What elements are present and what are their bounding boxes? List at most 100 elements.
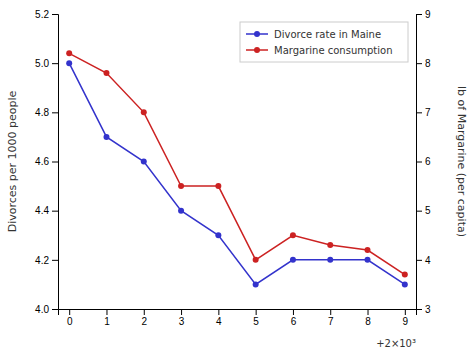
tick: 1 xyxy=(104,309,110,327)
chart: 0 1 2 3 4 5 6 7 8 9 4.0 4.2 4.4 4.6 4.8 5.0 5.2 3 4 5 6 7 8 9 Di… xyxy=(0,0,474,355)
point xyxy=(290,257,296,263)
tick: 5.0 xyxy=(35,58,58,69)
tick: 3 xyxy=(416,304,431,315)
point xyxy=(178,183,184,189)
annotation: +2×10³ xyxy=(376,338,416,349)
tick-label: 4.8 xyxy=(35,107,49,118)
point xyxy=(103,70,109,76)
legend-marker xyxy=(254,31,260,37)
tick-label: 9 xyxy=(425,9,431,20)
point xyxy=(141,109,147,115)
series-line xyxy=(69,53,405,274)
tick-label: 7 xyxy=(425,107,431,118)
tick-label: 4 xyxy=(425,255,431,266)
axis-line xyxy=(417,15,423,310)
tick-mark xyxy=(144,309,145,315)
y-axis-title: Divorces per 1000 people xyxy=(6,90,19,232)
point xyxy=(66,50,72,56)
tick: 2 xyxy=(141,309,147,327)
tick-mark xyxy=(405,309,406,315)
point xyxy=(365,247,371,253)
tick-label: 5.2 xyxy=(35,9,49,20)
tick-label: 3 xyxy=(179,316,185,327)
point xyxy=(327,257,333,263)
tick-label: 8 xyxy=(365,316,371,327)
tick-label: 4.2 xyxy=(35,255,49,266)
tick-label: 0 xyxy=(67,316,73,327)
tick-label: 5 xyxy=(253,316,259,327)
tick: 4 xyxy=(416,255,431,266)
tick-mark xyxy=(52,112,58,113)
tick: 8 xyxy=(365,309,371,327)
tick: 4.6 xyxy=(35,156,58,167)
tick-mark xyxy=(52,162,58,163)
tick-mark xyxy=(52,63,58,64)
point xyxy=(402,272,408,278)
legend-item: Margarine consumption xyxy=(246,45,392,56)
tick-mark xyxy=(106,309,107,315)
tick-label: 3 xyxy=(425,304,431,315)
tick: 3 xyxy=(179,309,185,327)
tick-mark xyxy=(181,309,182,315)
tick: 4 xyxy=(216,309,222,327)
point xyxy=(66,60,72,66)
point xyxy=(253,257,259,263)
y2-axis-title: lb of Margarine (per capita) xyxy=(455,86,468,237)
tick-mark xyxy=(416,63,422,64)
tick: 8 xyxy=(416,58,431,69)
tick-label: 8 xyxy=(425,58,431,69)
point xyxy=(178,208,184,214)
point xyxy=(253,281,259,287)
tick-mark xyxy=(218,309,219,315)
tick-mark xyxy=(52,260,58,261)
tick: 6 xyxy=(416,156,431,167)
tick: 5.2 xyxy=(35,9,58,20)
tick: 4.2 xyxy=(35,255,58,266)
axis-line xyxy=(59,310,417,316)
legend-marker xyxy=(254,47,260,53)
legend-frame xyxy=(240,22,408,62)
tick-label: 4.0 xyxy=(35,304,49,315)
point xyxy=(402,281,408,287)
tick: 4.4 xyxy=(35,205,58,216)
tick-mark xyxy=(52,309,58,310)
point xyxy=(290,232,296,238)
y2-axis: 3 4 5 6 7 8 9 xyxy=(416,9,431,315)
tick-mark xyxy=(416,309,422,310)
tick: 6 xyxy=(291,309,297,327)
tick-mark xyxy=(52,211,58,212)
tick: 5 xyxy=(253,309,259,327)
legend-label: Margarine consumption xyxy=(274,45,392,56)
tick: 4.8 xyxy=(35,107,58,118)
tick-label: 4.4 xyxy=(35,205,49,216)
tick: 7 xyxy=(416,107,431,118)
series-line xyxy=(69,63,405,284)
point xyxy=(327,242,333,248)
point xyxy=(103,134,109,140)
tick: 4.0 xyxy=(35,304,58,315)
tick-label: 5 xyxy=(425,205,431,216)
plot: 0 1 2 3 4 5 6 7 8 9 4.0 4.2 4.4 4.6 4.8 5.0 5.2 3 4 5 6 7 8 9 Di… xyxy=(6,9,468,349)
tick-mark xyxy=(293,309,294,315)
tick-label: 4.6 xyxy=(35,156,49,167)
tick-label: 5.0 xyxy=(35,58,49,69)
tick: 5 xyxy=(416,205,431,216)
tick: 0 xyxy=(67,309,73,327)
tick-label: 9 xyxy=(403,316,409,327)
tick-mark xyxy=(416,162,422,163)
tick-mark xyxy=(416,14,422,15)
tick-label: 6 xyxy=(425,156,431,167)
tick-label: 1 xyxy=(104,316,110,327)
point xyxy=(215,183,221,189)
tick-mark xyxy=(69,309,70,315)
tick-mark xyxy=(416,211,422,212)
tick-mark xyxy=(368,309,369,315)
tick-label: 2 xyxy=(141,316,147,327)
tick: 9 xyxy=(403,309,409,327)
tick-mark xyxy=(416,112,422,113)
legend-item: Divorce rate in Maine xyxy=(246,29,381,40)
tick-mark xyxy=(330,309,331,315)
tick-label: 4 xyxy=(216,316,222,327)
axis-line xyxy=(52,15,59,310)
tick-mark xyxy=(256,309,257,315)
